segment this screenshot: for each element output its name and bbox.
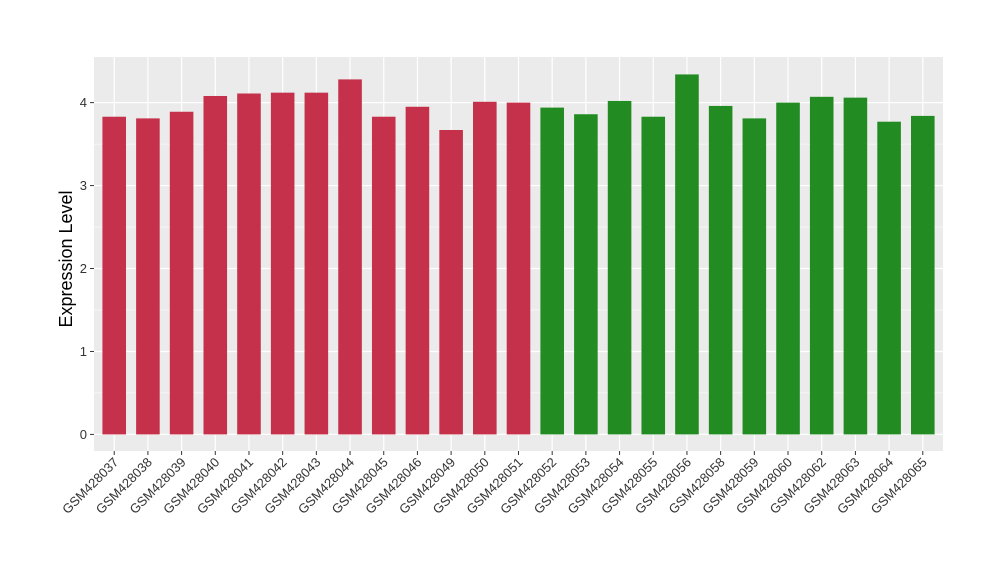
- bar-GSM428051: [506, 102, 531, 435]
- bar-GSM428060: [776, 102, 800, 435]
- y-axis: 0 1 2 3 4: [80, 95, 94, 442]
- y-axis-title: Expression Level: [56, 190, 76, 327]
- bar-GSM428058: [708, 105, 733, 435]
- bar-GSM428052: [540, 107, 564, 435]
- bar-GSM428054: [607, 100, 632, 435]
- y-tick-label: 0: [80, 427, 87, 442]
- bar-GSM428063: [843, 97, 868, 435]
- bars: [102, 74, 935, 435]
- bar-GSM428042: [270, 92, 295, 435]
- y-tick-label: 3: [80, 178, 87, 193]
- bar-GSM428059: [742, 118, 767, 435]
- bar-GSM428038: [136, 118, 160, 435]
- bar-GSM428045: [371, 116, 396, 435]
- bar-GSM428044: [338, 79, 362, 435]
- bar-GSM428046: [405, 106, 430, 435]
- bar-GSM428053: [574, 114, 598, 435]
- bar-GSM428043: [304, 92, 329, 435]
- bar-GSM428040: [203, 95, 228, 435]
- bar-GSM428041: [237, 93, 261, 435]
- y-tick-label: 2: [80, 261, 87, 276]
- bar-GSM428055: [641, 116, 666, 435]
- bar-GSM428050: [473, 101, 497, 435]
- bar-GSM428065: [910, 115, 935, 435]
- x-axis: GSM428037GSM428038GSM428039GSM428040GSM4…: [59, 451, 930, 517]
- bar-GSM428039: [169, 111, 194, 435]
- bar-GSM428056: [675, 74, 699, 435]
- bar-GSM428062: [809, 96, 834, 435]
- bar-GSM428037: [102, 116, 127, 435]
- bar-GSM428064: [877, 121, 901, 435]
- bar-GSM428049: [439, 129, 463, 435]
- y-tick-label: 4: [80, 95, 87, 110]
- y-tick-label: 1: [80, 344, 87, 359]
